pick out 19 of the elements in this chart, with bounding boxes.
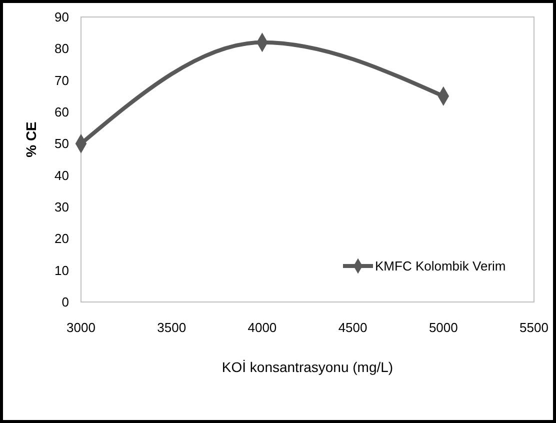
x-axis-title: KOİ konsantrasyonu (mg/L) xyxy=(222,359,394,375)
y-tick-label: 60 xyxy=(54,104,69,120)
x-tick-label: 3500 xyxy=(157,320,186,335)
x-tick-label: 4500 xyxy=(338,320,368,335)
x-tick-label: 5500 xyxy=(520,320,548,335)
x-tick-label: 5000 xyxy=(428,320,458,335)
y-tick-label: 80 xyxy=(54,41,69,56)
y-tick-label: 0 xyxy=(62,294,69,310)
y-axis-title: % CE xyxy=(23,122,39,158)
y-tick-label: 10 xyxy=(54,262,69,278)
y-tick-label: 30 xyxy=(54,200,69,215)
y-tick-label: 20 xyxy=(54,231,69,246)
y-tick-label: 50 xyxy=(54,136,69,152)
x-tick-label: 3000 xyxy=(66,320,96,335)
y-tick-label: 40 xyxy=(54,168,69,183)
legend-label: KMFC Kolombik Verim xyxy=(375,258,506,274)
y-tick-label: 90 xyxy=(54,10,69,25)
x-tick-label: 4000 xyxy=(248,320,277,335)
y-tick-label: 70 xyxy=(54,72,69,88)
